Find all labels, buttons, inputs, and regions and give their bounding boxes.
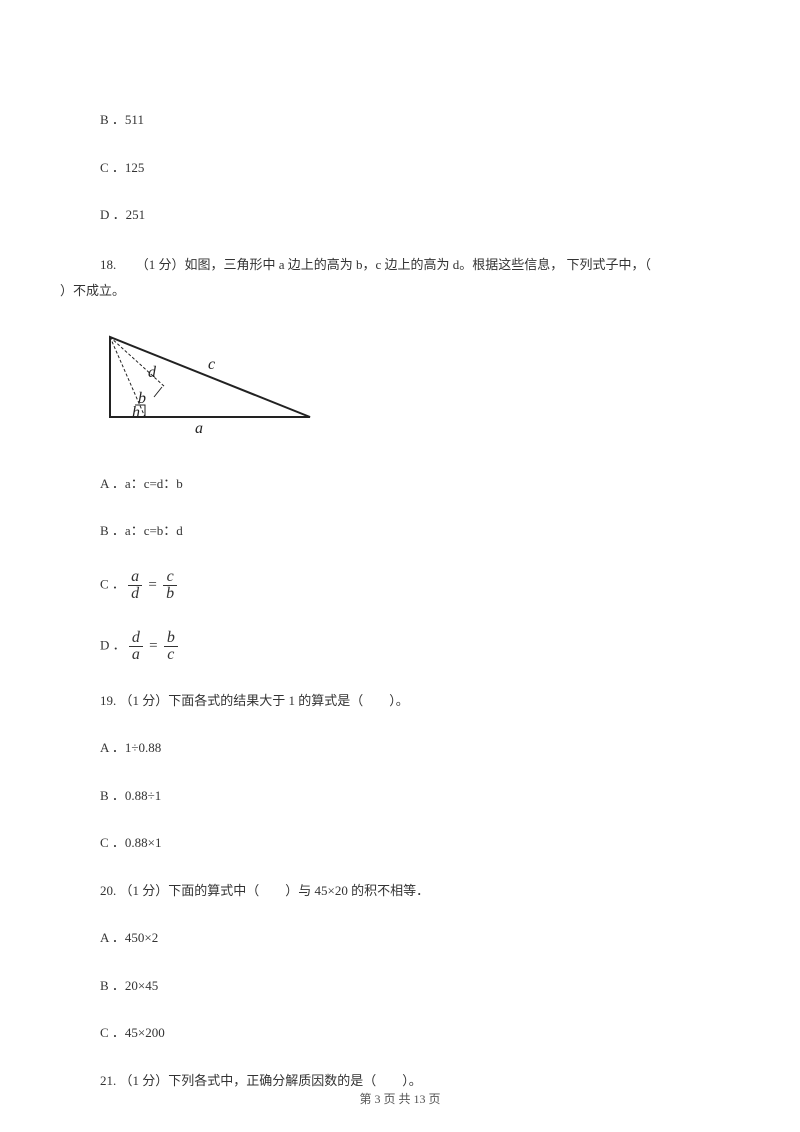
option-18-c: C ． a d = c b (60, 569, 740, 602)
equals-sign: = (149, 638, 157, 654)
option-18-d: D ． d a = b c (60, 630, 740, 663)
triangle-figure: cdbah (60, 327, 740, 446)
option-19-b: B ．0.88÷1 (60, 786, 740, 806)
frac-den: a (129, 647, 143, 663)
fraction-a-d: a d (128, 569, 142, 602)
question-18-cont: ）不成立。 (60, 280, 740, 299)
svg-text:h: h (132, 404, 140, 421)
frac-den: d (128, 586, 142, 602)
question-20: 20. （1 分）下面的算式中（ ）与 45×20 的积不相等． (60, 881, 740, 901)
option-20-a: A ．450×2 (60, 928, 740, 948)
q18-text1: 如图，三角形中 a 边上的高为 b，c 边上的高为 d。根据这些信息， 下列式子… (185, 257, 652, 272)
page-footer: 第 3 页 共 13 页 (0, 1090, 800, 1107)
option-17-b: B ．511 (60, 110, 740, 130)
frac-num: d (129, 630, 143, 647)
frac-num: b (164, 630, 178, 647)
option-19-c: C ．0.88×1 (60, 833, 740, 853)
equals-sign: = (148, 577, 156, 593)
option-18-c-prefix: C ． (100, 576, 125, 591)
q18-points: （1 分） (136, 257, 185, 272)
option-20-b: B ．20×45 (60, 976, 740, 996)
q18-number: 18. (100, 257, 116, 272)
question-19: 19. （1 分）下面各式的结果大于 1 的算式是（ ）。 (60, 691, 740, 711)
fraction-d-a: d a (129, 630, 143, 663)
question-18: 18. （1 分）如图，三角形中 a 边上的高为 b，c 边上的高为 d。根据这… (60, 253, 740, 276)
option-17-d: D ．251 (60, 205, 740, 225)
frac-den: b (163, 586, 177, 602)
svg-text:a: a (195, 420, 203, 437)
option-20-c: C ．45×200 (60, 1023, 740, 1043)
svg-text:d: d (148, 364, 157, 381)
triangle-svg: cdbah (90, 327, 330, 442)
svg-text:c: c (208, 356, 215, 373)
frac-num: a (128, 569, 142, 586)
frac-num: c (163, 569, 177, 586)
option-18-b: B ．a：c=b：d (60, 521, 740, 541)
fraction-c-b: c b (163, 569, 177, 602)
question-21: 21. （1 分）下列各式中，正确分解质因数的是（ ）。 (60, 1071, 740, 1091)
fraction-b-c: b c (164, 630, 178, 663)
option-18-a: A ．a：c=d：b (60, 474, 740, 494)
option-19-a: A ．1÷0.88 (60, 738, 740, 758)
frac-den: c (164, 647, 178, 663)
option-18-d-prefix: D ． (100, 637, 126, 652)
option-17-c: C ．125 (60, 158, 740, 178)
